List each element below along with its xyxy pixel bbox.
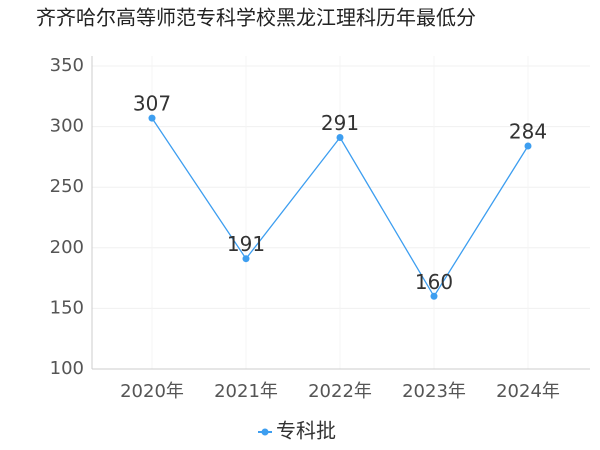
data-label: 307: [133, 92, 171, 116]
y-tick-label: 200: [50, 237, 84, 258]
data-label: 160: [415, 270, 453, 294]
legend-marker: [261, 428, 269, 436]
point: [524, 142, 532, 150]
point: [430, 292, 438, 300]
x-tick-label: 2023年: [402, 381, 466, 402]
y-tick-label: 150: [50, 297, 84, 318]
y-tick-label: 100: [50, 358, 84, 379]
point: [242, 255, 250, 263]
data-label: 191: [227, 232, 265, 256]
x-tick-label: 2022年: [308, 381, 372, 402]
x-tick-label: 2020年: [120, 381, 184, 402]
legend-label: 专科批: [276, 419, 336, 443]
y-tick-label: 350: [50, 55, 84, 76]
point: [148, 114, 156, 122]
data-label: 291: [321, 111, 359, 135]
point: [336, 134, 344, 142]
y-tick-label: 300: [50, 116, 84, 137]
data-label: 284: [509, 119, 547, 143]
y-tick-label: 250: [50, 176, 84, 197]
chart-title: 齐齐哈尔高等师范专科学校黑龙江理科历年最低分: [36, 6, 476, 30]
x-tick-label: 2021年: [214, 381, 278, 402]
x-tick-label: 2024年: [496, 381, 560, 402]
